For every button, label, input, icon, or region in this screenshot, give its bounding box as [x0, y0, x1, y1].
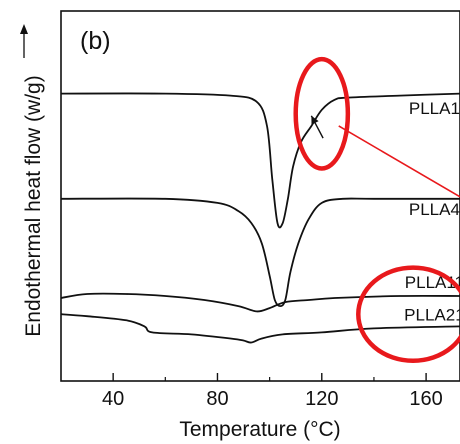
y-axis-arrow — [20, 24, 28, 58]
series-line-plla219 — [60, 313, 460, 344]
arrow-head — [311, 115, 319, 125]
x-tick-label: 160 — [409, 388, 442, 410]
series-line-plla118 — [60, 292, 460, 313]
plot-frame — [60, 10, 460, 382]
x-tick-label: 80 — [206, 388, 228, 410]
x-tick-label: 120 — [305, 388, 338, 410]
series-group — [60, 92, 460, 344]
series-label-plla41: PLLA41 — [409, 200, 460, 219]
y-axis-label-group: Endothermal heat flow (w/g) — [22, 75, 45, 336]
series-line-plla15 — [60, 92, 460, 229]
highlight-ellipse — [293, 56, 351, 171]
y-axis-label: Endothermal heat flow (w/g) — [22, 75, 45, 336]
x-tick-label: 40 — [102, 388, 124, 410]
series-label-plla15: PLLA15 — [409, 99, 460, 118]
x-ticks: 40 80 120 160 — [102, 373, 443, 410]
highlight-ellipse — [356, 265, 460, 363]
series-line-plla41 — [60, 197, 460, 307]
x-axis-label: Temperature (°C) — [179, 418, 340, 441]
series-label-plla219: PLLA219 — [404, 305, 460, 324]
callout-line — [338, 125, 460, 198]
annotations — [293, 56, 460, 363]
panel-label: (b) — [80, 27, 111, 55]
series-labels: PLLA15PLLA41PLLA118PLLA219 — [404, 99, 460, 324]
